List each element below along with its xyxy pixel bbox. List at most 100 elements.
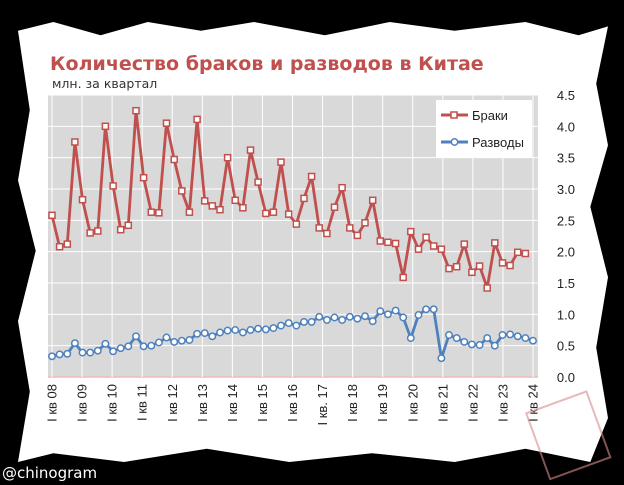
data-point-marriages [155, 209, 163, 217]
x-tick-label: I кв 18 [345, 384, 360, 422]
data-point-divorces [368, 317, 377, 326]
data-point-divorces [383, 310, 392, 319]
watermark-stamp [524, 390, 612, 481]
series-marriages [48, 106, 530, 292]
data-point-marriages [368, 196, 377, 205]
data-point-marriages [231, 196, 239, 205]
y-tick-label: 2.5 [557, 213, 575, 228]
x-tick-label: I кв. 17 [315, 384, 330, 426]
data-point-marriages [315, 224, 323, 232]
data-point-marriages [223, 153, 232, 162]
data-point-divorces [452, 334, 461, 343]
data-point-divorces [361, 312, 369, 321]
data-point-marriages [254, 178, 262, 186]
data-point-marriages [208, 202, 217, 210]
data-point-divorces [422, 305, 431, 314]
data-point-divorces [300, 317, 308, 326]
data-point-divorces [193, 329, 202, 338]
legend-box [436, 100, 532, 158]
data-point-marriages [170, 155, 178, 164]
x-tick-label: I кв 10 [105, 384, 120, 422]
data-point-marriages [216, 205, 224, 214]
data-point-marriages [116, 225, 125, 234]
data-point-divorces [124, 342, 133, 351]
data-point-divorces [460, 337, 469, 346]
legend-marriages-marker [450, 111, 458, 119]
data-point-divorces [437, 354, 446, 363]
x-tick-label: I кв 09 [75, 384, 90, 422]
data-point-divorces [208, 332, 217, 341]
data-point-divorces [391, 306, 400, 315]
data-point-marriages [193, 115, 201, 124]
data-point-divorces [185, 336, 194, 344]
y-axis-ticks: 0.0 0.5 1.0 1.5 2.0 2.5 3.0 3.5 4.0 4.5 [557, 88, 575, 385]
data-point-divorces [506, 330, 515, 339]
data-point-marriages [63, 240, 72, 248]
y-tick-label: 1.0 [557, 307, 575, 322]
data-point-marriages [55, 242, 64, 251]
data-point-divorces [277, 321, 285, 330]
data-point-divorces [529, 336, 537, 345]
y-tick-label: 2.0 [557, 245, 575, 260]
data-point-marriages [94, 227, 102, 235]
data-point-marriages [269, 208, 278, 216]
data-point-marriages [132, 106, 140, 115]
x-tick-label: I кв 13 [195, 384, 210, 422]
data-point-marriages [162, 119, 171, 127]
data-point-marriages [353, 231, 362, 240]
data-point-divorces [70, 339, 79, 348]
data-point-marriages [109, 182, 117, 190]
y-tick-label: 4.5 [557, 88, 575, 103]
data-point-divorces [254, 324, 263, 333]
data-point-marriages [292, 220, 301, 228]
y-tick-label: 4.0 [557, 119, 575, 134]
data-point-divorces [223, 326, 232, 335]
data-point-divorces [101, 339, 110, 348]
data-point-divorces [216, 328, 224, 337]
data-point-divorces [154, 338, 163, 347]
data-point-marriages [468, 268, 476, 277]
data-point-marriages [338, 183, 346, 192]
data-point-divorces [406, 334, 415, 343]
data-point-marriages [483, 284, 491, 292]
x-tick-label: I кв 21 [435, 384, 450, 422]
data-point-divorces [162, 333, 171, 342]
data-point-divorces [261, 325, 270, 334]
y-tick-label: 3.0 [557, 182, 575, 197]
x-tick-label: I кв 08 [45, 384, 60, 422]
chart-title: Количество браков и разводов в Китае [50, 53, 484, 75]
data-point-divorces [475, 341, 484, 349]
data-point-marriages [429, 242, 438, 250]
data-point-divorces [170, 337, 179, 346]
data-point-marriages [399, 273, 407, 282]
data-point-marriages [78, 195, 87, 204]
data-point-marriages [178, 187, 186, 195]
data-point-marriages [445, 264, 453, 273]
data-point-divorces [498, 331, 507, 339]
data-point-divorces [399, 313, 408, 322]
data-point-marriages [323, 229, 331, 238]
data-point-marriages [185, 208, 194, 216]
data-point-marriages [437, 245, 446, 253]
data-point-marriages [307, 172, 316, 181]
data-point-divorces [513, 332, 522, 341]
data-point-marriages [361, 219, 369, 227]
data-point-marriages [147, 208, 156, 216]
data-point-marriages [262, 209, 270, 218]
data-point-marriages [284, 210, 293, 218]
data-point-marriages [506, 261, 514, 270]
data-point-marriages [491, 239, 499, 247]
data-point-divorces [231, 326, 240, 334]
data-point-marriages [498, 259, 507, 267]
x-tick-label: I кв 23 [495, 384, 510, 422]
data-point-divorces [48, 352, 56, 361]
x-tick-label: I кв 11 [135, 384, 150, 421]
x-tick-label: I кв 20 [405, 384, 420, 422]
legend: Браки Разводы [436, 100, 532, 158]
data-point-divorces [353, 314, 362, 323]
data-point-marriages [414, 245, 423, 253]
data-point-divorces [132, 332, 140, 341]
data-point-marriages [391, 239, 400, 248]
series-divorces [48, 305, 537, 363]
data-point-marriages [300, 194, 308, 203]
